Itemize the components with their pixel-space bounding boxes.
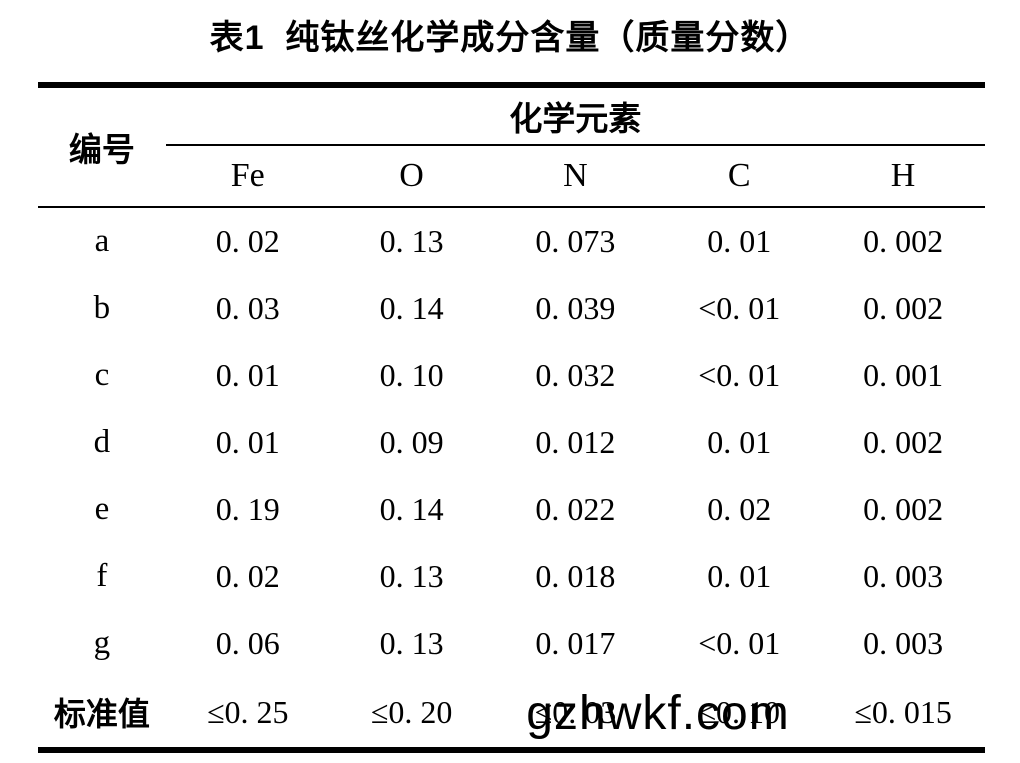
- table-row: c 0. 01 0. 10 0. 032 <0. 01 0. 001: [38, 342, 985, 409]
- column-header-c: C: [657, 145, 822, 208]
- table-cell: 0. 01: [215, 357, 280, 393]
- table-cell: 0. 039: [535, 290, 616, 326]
- table-cell: ≤0. 20: [370, 693, 453, 730]
- row-label: e: [94, 491, 110, 527]
- table-cell: 0. 01: [707, 223, 772, 259]
- table-cell: 0. 003: [863, 558, 944, 594]
- table-cell: 0. 09: [379, 424, 444, 460]
- table-cell: 0. 13: [379, 558, 444, 594]
- table-cell: ≤0. 10: [698, 693, 781, 730]
- table-cell: 0. 06: [215, 625, 280, 661]
- group-header: 化学元素: [165, 85, 985, 146]
- row-label: b: [93, 290, 111, 326]
- table-row: e 0. 19 0. 14 0. 022 0. 02 0. 002: [38, 476, 985, 543]
- table-caption: 表1 纯钛丝化学成分含量（质量分数）: [209, 19, 811, 57]
- table-cell: 0. 14: [379, 491, 444, 527]
- table-cell: 0. 13: [379, 223, 444, 259]
- table-cell: 0. 13: [379, 625, 444, 661]
- table-row: b 0. 03 0. 14 0. 039 <0. 01 0. 002: [38, 275, 985, 342]
- corner-header: 编号: [38, 85, 166, 208]
- table-header-row-elements: Fe O N C H: [38, 145, 985, 208]
- table-cell: 0. 01: [707, 558, 772, 594]
- table-cell: <0. 01: [698, 357, 781, 393]
- row-label: a: [94, 223, 110, 259]
- table-cell: 0. 02: [215, 558, 280, 594]
- table-header-row-group: 编号 化学元素: [38, 85, 985, 208]
- table-cell: 0. 19: [215, 491, 280, 527]
- column-header-n: N: [493, 145, 658, 208]
- table-cell: 0. 002: [863, 290, 944, 326]
- table-cell: <0. 01: [698, 625, 781, 661]
- composition-table: 编号 化学元素 Fe O N C H a 0. 02 0. 13 0. 073 …: [38, 82, 985, 753]
- table-cell: 0. 002: [863, 424, 944, 460]
- table-cell: 0. 073: [535, 223, 616, 259]
- column-header-fe: Fe: [165, 145, 330, 208]
- table-cell: 0. 002: [863, 491, 944, 527]
- table-cell: 0. 10: [379, 357, 444, 393]
- table-row: f 0. 02 0. 13 0. 018 0. 01 0. 003: [38, 543, 985, 610]
- table-row-standard-values: 标准值 ≤0. 25 ≤0. 20 ≤0. 03 ≤0. 10 ≤0. 015: [38, 677, 985, 750]
- row-label: d: [93, 424, 111, 460]
- row-label: f: [96, 558, 108, 594]
- table-cell: ≤0. 03: [534, 693, 617, 730]
- table-cell: 0. 01: [707, 424, 772, 460]
- table-cell: 0. 03: [215, 290, 280, 326]
- column-header-h: H: [821, 145, 985, 208]
- table-row: a 0. 02 0. 13 0. 073 0. 01 0. 002: [38, 207, 985, 275]
- table-cell: 0. 001: [863, 357, 944, 393]
- table-row: g 0. 06 0. 13 0. 017 <0. 01 0. 003: [38, 610, 985, 677]
- row-label: 标准值: [53, 696, 150, 732]
- table-row: d 0. 01 0. 09 0. 012 0. 01 0. 002: [38, 409, 985, 476]
- column-header-o: O: [329, 145, 494, 208]
- table-cell: 0. 02: [707, 491, 772, 527]
- table-cell: 0. 018: [535, 558, 616, 594]
- table-cell: <0. 01: [698, 290, 781, 326]
- table-cell: ≤0. 015: [854, 693, 952, 730]
- row-label: c: [94, 357, 110, 393]
- table-cell: 0. 032: [535, 357, 616, 393]
- table-cell: 0. 012: [535, 424, 616, 460]
- table-cell: 0. 02: [215, 223, 280, 259]
- table-cell: 0. 002: [863, 223, 944, 259]
- table-cell: 0. 14: [379, 290, 444, 326]
- row-label: g: [93, 625, 111, 661]
- table-cell: ≤0. 25: [206, 693, 289, 730]
- table-cell: 0. 022: [535, 491, 616, 527]
- table-cell: 0. 003: [863, 625, 944, 661]
- table-cell: 0. 017: [535, 625, 616, 661]
- table-cell: 0. 01: [215, 424, 280, 460]
